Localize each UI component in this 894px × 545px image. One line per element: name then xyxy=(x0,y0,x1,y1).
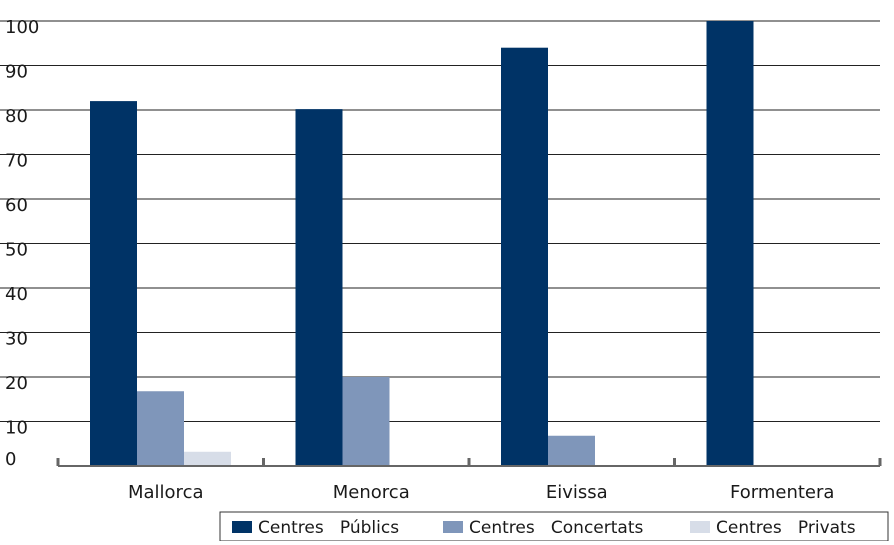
legend-box xyxy=(219,511,889,542)
legend-label: Centres Concertats xyxy=(469,518,644,538)
legend-swatch xyxy=(443,521,463,533)
y-tick-label: 30 xyxy=(5,329,28,350)
y-tick-label: 90 xyxy=(5,62,28,83)
x-tick-label: Eivissa xyxy=(546,482,608,503)
bar-menorca-series-0 xyxy=(295,109,343,467)
y-tick-label: 80 xyxy=(5,106,28,127)
legend: Centres Públics Centres Concertats Centres… xyxy=(219,511,889,542)
bar-menorca-series-1 xyxy=(342,377,390,466)
legend-label: Centres Privats xyxy=(716,518,856,538)
legend-swatch xyxy=(690,521,710,533)
axes: 0 10 20 30 40 50 60 70 80 90 100 Mallorca Menorca Eiv… xyxy=(5,17,882,503)
y-tick-label: 40 xyxy=(5,284,28,305)
legend-label: Centres Públics xyxy=(258,518,399,538)
y-tick-label: 70 xyxy=(5,151,28,172)
y-tick-label: 60 xyxy=(5,195,28,216)
bar-mallorca-series-1 xyxy=(137,391,184,466)
bar-formentera-series-0 xyxy=(706,21,754,466)
bar-eivissa-series-1 xyxy=(548,435,595,466)
x-tick-label: Mallorca xyxy=(128,482,204,503)
bar-mallorca-series-2 xyxy=(184,451,231,466)
y-tick-label: 20 xyxy=(5,373,28,394)
legend-swatch xyxy=(232,521,252,533)
bar-mallorca-series-0 xyxy=(90,101,137,466)
bars xyxy=(90,21,754,467)
x-tick-label: Formentera xyxy=(730,482,834,503)
x-tick-label: Menorca xyxy=(333,482,410,503)
y-tick-label: 100 xyxy=(5,17,39,38)
y-tick-label: 50 xyxy=(5,240,28,261)
y-tick-label: 0 xyxy=(5,449,16,470)
bar-eivissa-series-0 xyxy=(501,47,548,466)
y-tick-label: 10 xyxy=(5,418,28,439)
